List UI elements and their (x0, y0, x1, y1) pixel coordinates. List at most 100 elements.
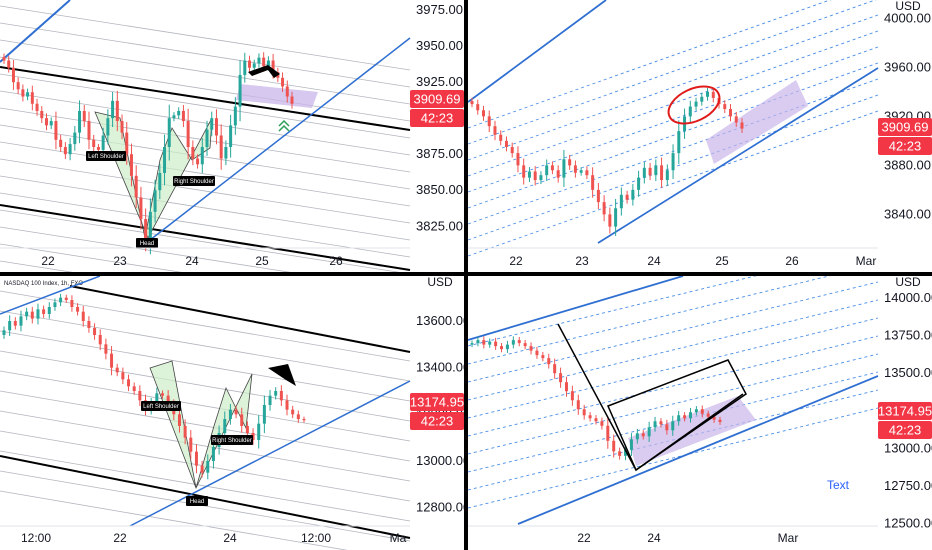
candle-body (648, 167, 652, 176)
candle-body (228, 409, 232, 419)
channel-lower-line (517, 375, 879, 525)
candle-body (290, 96, 294, 104)
candle-body (64, 297, 68, 300)
candle-body (177, 110, 181, 116)
candle-body (516, 153, 520, 166)
y-axis-tick-label: 3825.00 (416, 218, 463, 233)
x-axis-tick-label: 22 (41, 254, 55, 268)
annotation-left-shoulder: Left Shoulder (88, 154, 124, 160)
candle-body (494, 341, 498, 347)
annotation-right-shoulder: Right Shoulder (212, 438, 252, 444)
countdown-badge (878, 137, 932, 155)
candle-body (53, 302, 57, 307)
chart-top-left[interactable]: Left Shoulder Head Right Shoulder 3975.00 39… (0, 0, 464, 272)
annotation-head: Head (140, 241, 154, 247)
chart-bottom-left[interactable]: NASDAQ 100 Index, 1h, FXO Left Shoulder He… (0, 276, 464, 550)
trendline-lower (149, 37, 411, 241)
candle-body (81, 311, 85, 321)
y-axis-tick-label: 12800.00 (416, 500, 464, 515)
candle-body (637, 177, 641, 190)
candle-body (545, 165, 549, 176)
pennant-shape (606, 359, 747, 472)
candle-body (248, 60, 252, 68)
candle-body (533, 171, 537, 181)
candle-body (73, 132, 77, 145)
candle-body (740, 122, 744, 129)
candle-body (618, 451, 622, 456)
annotation-left-shoulder: Left Shoulder (143, 404, 179, 410)
candle-body (167, 118, 171, 147)
candle-body (476, 104, 480, 111)
chart-pane-top-left[interactable]: Left Shoulder Head Right Shoulder 3975.00 39… (0, 0, 464, 272)
fib-dashed-line (468, 299, 879, 401)
candle-body (625, 194, 629, 200)
candle-body (59, 297, 63, 303)
candle-body (585, 170, 589, 176)
candle-body (279, 391, 283, 401)
candle-body (223, 419, 227, 433)
candle-body (671, 153, 675, 171)
candle-body (671, 421, 675, 431)
candle-body (115, 100, 119, 122)
candle-body (139, 197, 143, 220)
fib-channel-line (0, 330, 411, 402)
candle-body (93, 328, 97, 335)
candle-body (76, 307, 80, 312)
candle-body (206, 461, 210, 473)
last-price-label: 3909.69 (414, 92, 461, 107)
last-price-badge (878, 402, 932, 420)
candle-body (191, 147, 195, 159)
fib-channel-line (0, 260, 74, 272)
y-axis-tick-label: 3925.00 (416, 74, 463, 89)
candle-body (92, 139, 96, 147)
x-axis-tick-label: 25 (255, 254, 269, 268)
countdown-label: 42:23 (889, 139, 922, 154)
y-axis-tick-label: 13400.00 (416, 360, 464, 375)
candle-body (54, 121, 58, 140)
candle-body (266, 60, 270, 67)
candle-body (158, 172, 162, 191)
fib-dashed-line (468, 14, 879, 161)
chart-pane-bottom-right[interactable]: Text14000.0013750.0013500.0013250.001300… (468, 276, 932, 550)
candle-body (87, 321, 91, 328)
fib-channel-line (0, 175, 411, 241)
candle-body (511, 340, 515, 345)
x-axis-tick-label: 26 (329, 254, 343, 268)
candle-body (522, 165, 526, 178)
candle-body (500, 346, 504, 350)
candle-body (274, 391, 278, 396)
candle-body (285, 86, 289, 97)
fib-dashed-line (468, 276, 757, 347)
candle-body (138, 391, 142, 401)
chart-pane-top-right[interactable]: 4000.00 3960.00 3920.00 3880.00 3840.00 22 23 2… (468, 0, 932, 272)
layout-divider-horizontal[interactable] (0, 272, 932, 276)
fib-channel-line (0, 243, 182, 272)
candle-body (535, 350, 539, 356)
candle-body (677, 415, 681, 422)
fib-channel-line (0, 410, 411, 482)
candle-body (470, 101, 474, 105)
last-price-label: 13174.95 (878, 404, 932, 419)
candle-body (476, 340, 480, 344)
candle-body (47, 307, 51, 314)
channel-line-upper (69, 285, 411, 353)
candle-body (641, 433, 645, 437)
candle-body (40, 110, 44, 119)
candle-body (2, 56, 6, 61)
fib-channel-line (0, 290, 411, 362)
candle-body (125, 132, 129, 155)
candle-body (271, 60, 275, 73)
candle-body (35, 103, 39, 111)
y-axis-tick-label: 3950.00 (416, 38, 463, 53)
fib-channel-line (0, 56, 411, 122)
candle-body (576, 400, 580, 410)
chart-pane-bottom-left[interactable]: NASDAQ 100 Index, 1h, FXO Left Shoulder He… (0, 276, 464, 550)
chart-bottom-right[interactable]: Text14000.0013750.0013500.0013250.001300… (468, 276, 932, 550)
candle-body (257, 423, 261, 440)
candle-body (573, 165, 577, 173)
fib-dashed-line (468, 110, 879, 257)
y-axis-tick-label: 12500.00 (884, 515, 932, 530)
candle-body (285, 400, 289, 410)
candle-body (564, 382, 568, 392)
